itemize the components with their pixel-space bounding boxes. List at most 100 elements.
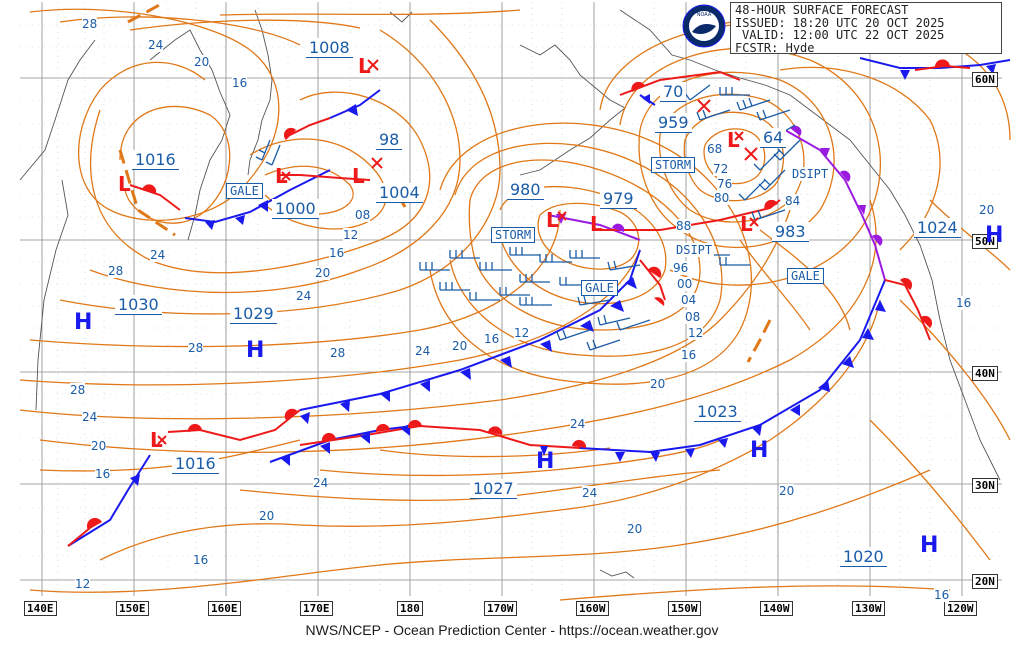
dissipating-label: DSIPT <box>674 243 715 257</box>
low-symbol: L <box>727 128 740 152</box>
isobar-label: 76 <box>717 177 733 191</box>
gale-warning: GALE <box>226 183 263 199</box>
warm-front <box>884 279 931 341</box>
storm-warning: STORM <box>651 157 696 173</box>
isobar-label: 12 <box>75 577 91 591</box>
lon-label: 160W <box>576 601 609 616</box>
lon-label: 140E <box>24 601 57 616</box>
isobar-label: 16 <box>956 296 972 310</box>
isobar-label: 24 <box>150 248 166 262</box>
lat-label: 50N <box>972 234 998 249</box>
lon-label: 150W <box>668 601 701 616</box>
cold-front-triangles <box>130 64 996 486</box>
low-symbol: L <box>358 54 371 78</box>
isobar-label: 28 <box>330 346 346 360</box>
isobar-label: 28 <box>70 383 86 397</box>
low-pressure-value: 1004 <box>376 183 423 203</box>
low-symbol: L <box>275 164 288 188</box>
low-pressure-value: 980 <box>507 180 544 200</box>
low-pressure-value: 1016 <box>132 150 179 170</box>
gale-warning: GALE <box>787 268 824 284</box>
lon-label: 170E <box>300 601 333 616</box>
low-symbol: L <box>150 428 163 452</box>
troughs <box>118 0 772 363</box>
isobar-label: 12 <box>343 228 359 242</box>
isobar-label: 12 <box>514 326 530 340</box>
isobar-label: 28 <box>108 264 124 278</box>
warm-front <box>129 184 181 211</box>
isobar-label: 24 <box>313 476 329 490</box>
low-x-marks <box>157 59 759 445</box>
cold-front <box>269 424 421 463</box>
isobar-label: 08 <box>685 310 701 324</box>
isobar-label: 24 <box>296 289 312 303</box>
high-pressure-value: 1024 <box>914 218 961 238</box>
warm-front-bumps <box>86 59 950 530</box>
low-symbol: L <box>118 172 131 196</box>
dissipating-label: DSIPT <box>790 167 831 181</box>
low-symbol: L <box>352 164 365 188</box>
lon-label: 140W <box>760 601 793 616</box>
isobar-label: 28 <box>188 341 204 355</box>
warm-front <box>67 527 91 547</box>
storm-warning: STORM <box>491 227 536 243</box>
isobar-label: 16 <box>95 467 111 481</box>
valid-time: 12:00 UTC 22 OCT 2025 <box>792 28 945 42</box>
isobar-label: 96 <box>673 261 689 275</box>
isobar-label: 84 <box>785 194 801 208</box>
high-pressure-value: 1016 <box>172 454 219 474</box>
low-pressure-value: 98 <box>376 130 403 150</box>
low-symbol: L <box>546 208 559 232</box>
coastlines <box>19 9 1001 579</box>
isobar-label: 16 <box>681 348 697 362</box>
noaa-logo: NOAA <box>682 4 726 48</box>
forecaster-label: FCSTR: <box>735 40 779 55</box>
forecast-header: 48-HOUR SURFACE FORECAST ISSUED: 18:20 U… <box>730 2 1002 54</box>
isobar-label: 24 <box>148 38 164 52</box>
cold-front <box>67 454 151 547</box>
isobar-label: 04 <box>681 293 697 307</box>
isobars <box>19 8 1011 601</box>
isobar-label: 20 <box>194 55 210 69</box>
issued-time: 18:20 UTC 20 OCT 2025 <box>792 15 945 30</box>
isobar-label: 00 <box>677 277 693 291</box>
isobar-label: 20 <box>627 522 643 536</box>
forecaster-name: Hyde <box>785 40 815 55</box>
isobar-label: 88 <box>676 219 692 233</box>
isobar-label: 28 <box>82 17 98 31</box>
valid-label: VALID: <box>742 28 786 42</box>
isobar-label: 24 <box>415 344 431 358</box>
warm-front <box>639 259 666 301</box>
isobar-label: 16 <box>232 76 248 90</box>
lon-label: 170W <box>484 601 517 616</box>
high-pressure-value: 1029 <box>230 304 277 324</box>
high-symbol: H <box>920 533 939 558</box>
lat-label: 40N <box>972 366 998 381</box>
warm-front <box>289 117 331 136</box>
low-symbol: L <box>740 212 753 236</box>
high-pressure-value: 1030 <box>115 295 162 315</box>
high-symbol: H <box>536 449 555 474</box>
cold-front <box>859 57 1011 69</box>
isobar-label: 20 <box>91 439 107 453</box>
forecast-title: 48-HOUR SURFACE FORECAST <box>735 3 909 17</box>
isobar-label: 80 <box>714 191 730 205</box>
isobar-label: 16 <box>934 588 950 602</box>
gale-warning: GALE <box>581 280 618 296</box>
lon-label: 150E <box>116 601 149 616</box>
major-grid <box>20 2 1002 596</box>
high-pressure-value: 1027 <box>470 479 517 499</box>
isobar-label: 20 <box>259 509 275 523</box>
lon-label: 120W <box>944 601 977 616</box>
isobar-label: 16 <box>329 246 345 260</box>
low-pressure-value: 959 <box>655 113 692 133</box>
isobar-label: 24 <box>570 417 586 431</box>
isobar-label: 24 <box>582 486 598 500</box>
isobar-label: 20 <box>452 339 468 353</box>
high-symbol: H <box>985 223 1004 248</box>
isobar-label: 20 <box>650 377 666 391</box>
footer-credit: NWS/NCEP - Ocean Prediction Center - htt… <box>305 622 719 638</box>
isobar-label: 20 <box>315 266 331 280</box>
isobar-label: 68 <box>707 142 723 156</box>
lat-label: 60N <box>972 72 998 87</box>
